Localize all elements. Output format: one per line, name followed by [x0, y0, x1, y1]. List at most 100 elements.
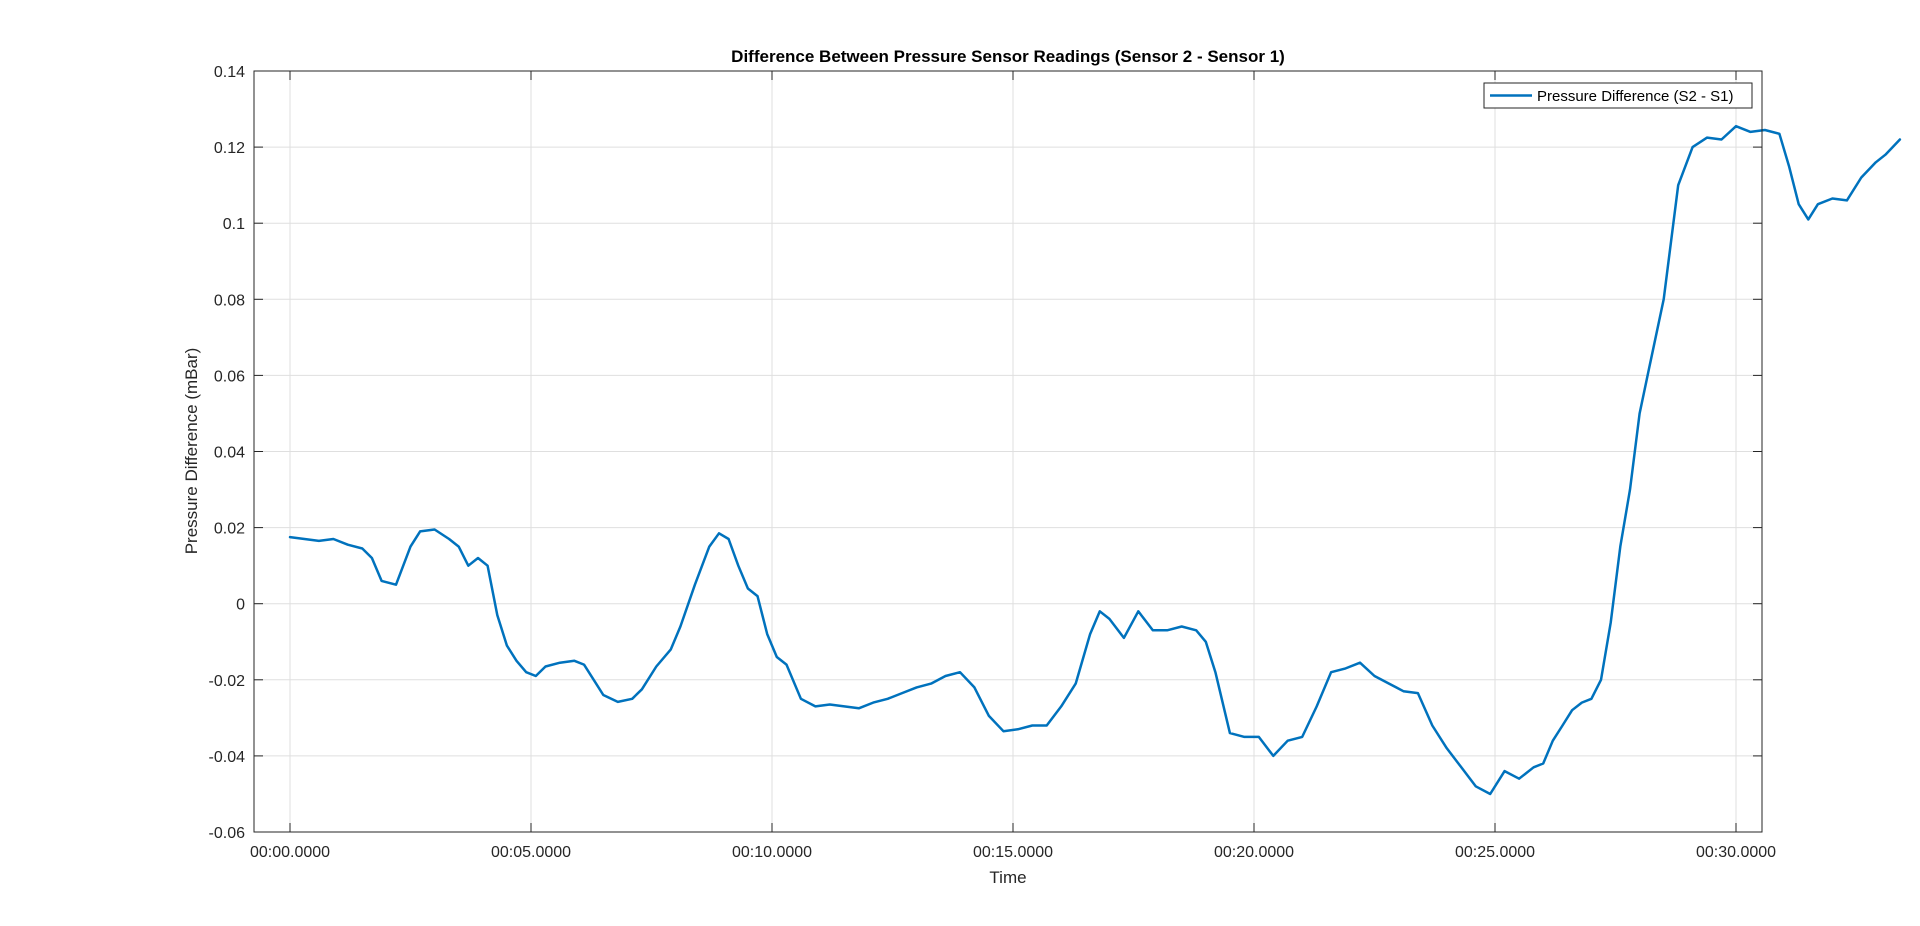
- data-point: [289, 536, 291, 538]
- x-axis-tick-labels: 00:00.0000 00:05.0000 00:10.0000 00:15.0000…: [250, 844, 1776, 861]
- data-point: [641, 689, 643, 691]
- data-point: [1542, 763, 1544, 765]
- data-point: [1195, 630, 1197, 632]
- x-tick-label: 00:10.0000: [732, 844, 812, 861]
- data-point: [1885, 154, 1887, 156]
- data-point: [959, 671, 961, 673]
- data-point: [1461, 767, 1463, 769]
- data-point: [448, 538, 450, 540]
- data-point: [1273, 755, 1275, 757]
- data-point: [381, 580, 383, 582]
- data-point: [458, 546, 460, 548]
- series-line-pressure-difference: [288, 124, 1902, 796]
- data-point: [1533, 767, 1535, 769]
- data-point: [617, 701, 619, 703]
- data-point: [872, 702, 874, 704]
- data-point: [506, 645, 508, 647]
- data-point: [419, 531, 421, 533]
- data-point: [1639, 413, 1641, 415]
- data-point: [1166, 630, 1168, 632]
- data-point: [1205, 641, 1207, 643]
- data-point: [516, 660, 518, 662]
- data-point: [1046, 725, 1048, 727]
- data-point: [1591, 698, 1593, 700]
- data-point: [1663, 299, 1665, 301]
- data-point: [1899, 139, 1901, 141]
- data-point: [656, 666, 658, 668]
- data-point: [497, 614, 499, 616]
- data-point: [988, 715, 990, 717]
- data-point: [1032, 725, 1034, 727]
- data-point: [1003, 730, 1005, 732]
- data-point: [1138, 611, 1140, 613]
- data-point: [1846, 200, 1848, 202]
- data-point: [1489, 793, 1491, 795]
- data-point: [728, 538, 730, 540]
- data-point: [1629, 489, 1631, 491]
- data-point: [545, 666, 547, 668]
- data-point: [694, 584, 696, 586]
- data-point: [1258, 736, 1260, 738]
- x-tick-label: 00:05.0000: [491, 844, 571, 861]
- data-point: [1475, 786, 1477, 788]
- y-tick-label: 0.02: [214, 521, 245, 538]
- data-point: [468, 565, 470, 567]
- data-point: [901, 692, 903, 694]
- data-point: [395, 584, 397, 586]
- data-point: [1017, 729, 1019, 731]
- data-point: [487, 565, 489, 567]
- data-point: [1552, 740, 1554, 742]
- data-point: [1109, 618, 1111, 620]
- data-point: [1817, 203, 1819, 205]
- y-tick-label: 0.04: [214, 445, 245, 462]
- x-tick-label: 00:25.0000: [1455, 844, 1535, 861]
- data-point: [1620, 546, 1622, 548]
- data-point: [1099, 611, 1101, 613]
- data-point: [1089, 633, 1091, 635]
- data-point: [1692, 146, 1694, 148]
- data-point: [974, 687, 976, 689]
- x-tick-label: 00:30.0000: [1696, 844, 1776, 861]
- data-point: [304, 538, 306, 540]
- data-point: [1330, 671, 1332, 673]
- data-point: [559, 662, 561, 664]
- data-point: [1229, 732, 1231, 734]
- data-point: [631, 698, 633, 700]
- y-tick-label: 0: [236, 597, 245, 614]
- data-point: [766, 633, 768, 635]
- data-point: [1735, 125, 1737, 127]
- y-tick-label: 0.14: [214, 64, 245, 81]
- data-point: [1417, 692, 1419, 694]
- data-point: [1677, 184, 1679, 186]
- data-point: [1750, 131, 1752, 133]
- x-tick-label: 00:15.0000: [973, 844, 1053, 861]
- data-point: [1721, 139, 1723, 141]
- data-point: [747, 588, 749, 590]
- data-point: [1446, 748, 1448, 750]
- data-point: [786, 664, 788, 666]
- data-point: [583, 664, 585, 666]
- data-point: [525, 671, 527, 673]
- data-point: [347, 544, 349, 546]
- data-point: [1152, 630, 1154, 632]
- data-point: [371, 557, 373, 559]
- data-point: [930, 683, 932, 685]
- y-tick-label: 0.06: [214, 368, 245, 385]
- y-axis-tick-labels: -0.06 -0.04 -0.02 0 0.02 0.04 0.06 0.08 0.1 0.12 0…: [209, 64, 246, 842]
- legend: Pressure Difference (S2 - S1): [1483, 82, 1753, 109]
- data-point: [1875, 162, 1877, 164]
- data-point: [815, 706, 817, 708]
- data-point: [1287, 740, 1289, 742]
- y-tick-label: 0.12: [214, 140, 245, 157]
- axis-ticks: [254, 70, 1762, 833]
- x-axis-label: Time: [989, 868, 1026, 887]
- data-point: [1832, 198, 1834, 200]
- y-tick-label: -0.02: [209, 673, 246, 690]
- y-axis-label: Pressure Difference (mBar): [182, 348, 201, 555]
- data-point: [410, 546, 412, 548]
- data-point: [1706, 137, 1708, 139]
- data-point: [574, 660, 576, 662]
- data-point: [1244, 736, 1246, 738]
- data-point: [1504, 770, 1506, 772]
